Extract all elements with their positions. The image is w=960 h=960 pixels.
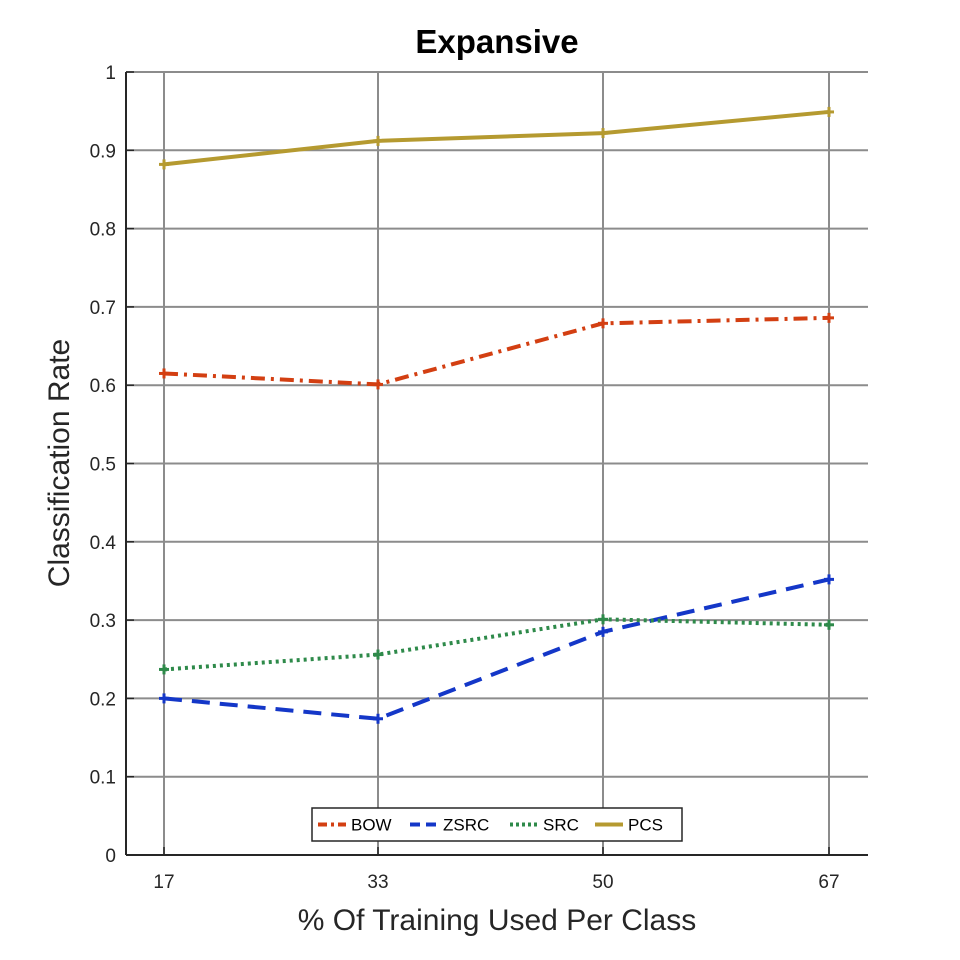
y-tick-label: 0.1	[90, 768, 116, 789]
axes	[125, 71, 868, 856]
chart-title: Expansive	[415, 23, 578, 60]
y-tick-label: 0.9	[90, 141, 116, 162]
y-tick-label: 0.7	[90, 298, 116, 319]
legend-label: BOW	[351, 816, 392, 835]
series-line-zsrc	[163, 577, 830, 721]
legend-item-zsrc: ZSRC	[410, 816, 489, 835]
series-pcs	[159, 106, 834, 170]
series-zsrc	[159, 574, 834, 724]
data-point-src	[159, 664, 169, 675]
y-tick-label: 0.6	[90, 376, 116, 397]
data-point-bow	[373, 379, 383, 390]
series-line-pcs	[163, 109, 830, 167]
tick-labels: 0 0.1 0.2 0.3 0.4 0.5 0.6 0.7 0.8 0.9 1 17 33 50 67	[90, 63, 840, 893]
grid	[126, 71, 868, 856]
data-point-pcs	[373, 135, 383, 146]
data-point-bow	[598, 318, 608, 329]
legend: BOW ZSRC SRC PCS	[311, 807, 683, 842]
x-tick-label: 33	[367, 872, 388, 893]
y-axis-title: Classification Rate	[43, 339, 76, 587]
legend-label: SRC	[543, 816, 579, 835]
legend-item-pcs: PCS	[595, 816, 663, 835]
legend-item-src: SRC	[510, 816, 579, 835]
y-tick-label: 0.3	[90, 611, 116, 632]
x-tick-label: 17	[153, 872, 174, 893]
series-line-src	[163, 617, 830, 672]
legend-label: ZSRC	[443, 816, 489, 835]
data-point-bow	[824, 312, 834, 323]
y-tick-label: 0	[105, 846, 116, 867]
y-tick-label: 0.5	[90, 455, 116, 476]
y-tick-label: 0.8	[90, 220, 116, 241]
data-point-pcs	[159, 159, 169, 170]
legend-item-bow: BOW	[318, 816, 392, 835]
data-point-bow	[159, 368, 169, 379]
data-point-zsrc	[824, 574, 834, 585]
data-point-pcs	[824, 106, 834, 117]
data-point-src	[373, 649, 383, 660]
series-layer	[159, 106, 834, 724]
data-point-zsrc	[159, 693, 169, 704]
data-point-src	[824, 619, 834, 630]
series-line-bow	[163, 315, 830, 387]
data-point-pcs	[598, 128, 608, 139]
x-tick-label: 67	[818, 872, 839, 893]
data-point-zsrc	[598, 626, 608, 637]
x-tick-label: 50	[592, 872, 613, 893]
series-bow	[159, 312, 834, 390]
legend-label: PCS	[628, 816, 663, 835]
y-tick-label: 1	[105, 63, 116, 84]
x-axis-title: % Of Training Used Per Class	[298, 904, 696, 937]
y-tick-label: 0.4	[90, 533, 117, 554]
series-src	[159, 614, 834, 675]
data-point-src	[598, 614, 608, 625]
y-tick-label: 0.2	[90, 689, 116, 710]
data-point-zsrc	[373, 713, 383, 724]
